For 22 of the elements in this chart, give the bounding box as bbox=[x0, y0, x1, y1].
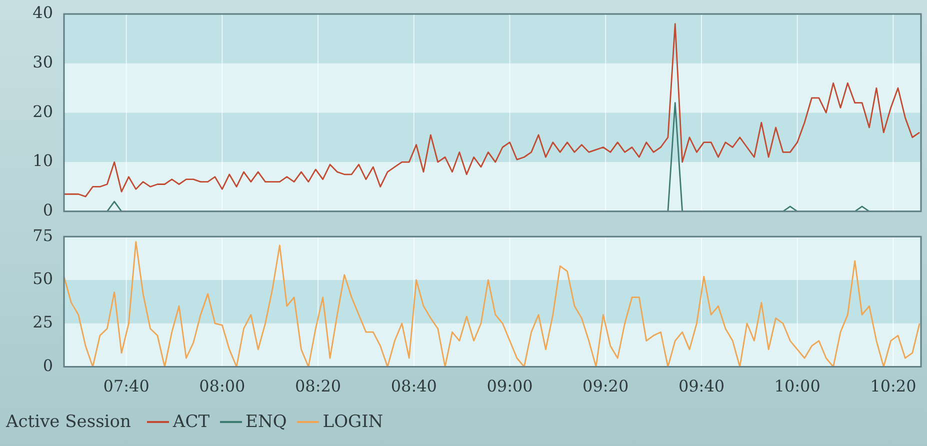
x-tick-label: 10:20 bbox=[870, 376, 916, 396]
legend-label: ENQ bbox=[246, 412, 287, 432]
y-tick-label: 50 bbox=[32, 269, 53, 288]
y-tick-label: 10 bbox=[32, 151, 53, 170]
y-tick-label: 20 bbox=[32, 102, 53, 121]
x-tick-label: 10:00 bbox=[774, 376, 820, 396]
y-tick-label: 30 bbox=[32, 52, 53, 72]
legend-title: Active Session bbox=[6, 412, 131, 432]
y-tick-label: 40 bbox=[32, 3, 53, 22]
x-tick-label: 08:40 bbox=[390, 376, 437, 396]
y-tick-label: 0 bbox=[42, 200, 53, 220]
x-tick-label: 09:00 bbox=[486, 376, 533, 396]
x-tick-label: 08:00 bbox=[199, 376, 246, 396]
x-tick-label: 07:40 bbox=[103, 376, 150, 396]
x-tick-label: 09:40 bbox=[678, 376, 725, 396]
x-tick-label: 08:20 bbox=[294, 376, 342, 396]
y-tick-label: 0 bbox=[42, 356, 53, 375]
y-tick-label: 75 bbox=[32, 226, 53, 245]
x-tick-label: 09:20 bbox=[582, 376, 629, 396]
legend-label: LOGIN bbox=[322, 412, 384, 432]
legend-label: ACT bbox=[172, 412, 210, 432]
y-tick-label: 25 bbox=[32, 312, 53, 332]
